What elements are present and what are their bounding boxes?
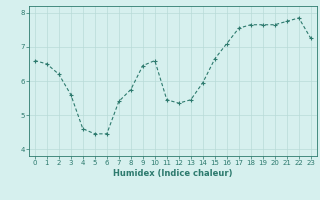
X-axis label: Humidex (Indice chaleur): Humidex (Indice chaleur) bbox=[113, 169, 233, 178]
